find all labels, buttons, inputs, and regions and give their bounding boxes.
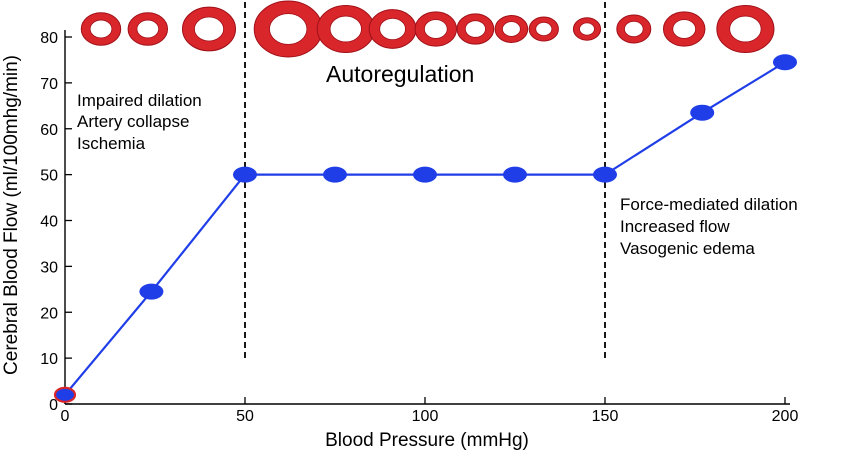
data-point	[323, 166, 347, 183]
data-point	[413, 166, 437, 183]
vessel-lumen	[464, 20, 486, 38]
right-annotation: Force-mediated dilation Increased flow V…	[620, 195, 798, 258]
vessel-lumen	[729, 15, 762, 43]
data-point	[139, 283, 164, 300]
vessel-lumen	[672, 19, 697, 39]
y-tick-label: 30	[40, 259, 58, 276]
data-point	[53, 386, 77, 403]
y-tick-label: 0	[49, 397, 58, 414]
y-tick-label: 50	[40, 168, 58, 185]
data-series	[53, 54, 797, 403]
left-annotation-line: Ischemia	[77, 134, 146, 153]
vessel-lumen	[502, 21, 521, 37]
vessel-lumen	[535, 21, 553, 37]
vessel-lumen	[269, 13, 308, 45]
vessel-lumen	[624, 20, 644, 38]
right-annotation-line: Increased flow	[620, 217, 730, 236]
x-tick-label: 50	[236, 408, 254, 425]
right-annotation-line: Vasogenic edema	[620, 239, 755, 258]
vessel-lumen	[136, 19, 160, 39]
vessel-lumen	[379, 17, 406, 41]
vessel-lumen	[579, 22, 595, 36]
y-tick-label: 20	[40, 305, 58, 322]
region-title: Autoregulation	[326, 61, 474, 87]
data-point	[773, 54, 797, 71]
y-tick-label: 10	[40, 351, 58, 368]
y-tick-label: 60	[40, 122, 58, 139]
data-point	[233, 166, 257, 183]
vessel-icons	[80, 0, 775, 58]
vessel-lumen	[89, 19, 113, 39]
data-point	[593, 166, 617, 183]
right-annotation-line: Force-mediated dilation	[620, 195, 798, 214]
data-point	[503, 166, 527, 183]
ticks: 0 10 20 30 40 50 60 70 80 0 50 100 150 200	[40, 30, 798, 425]
x-tick-label: 150	[592, 408, 619, 425]
left-annotation-line: Artery collapse	[77, 112, 189, 131]
y-tick-label: 40	[40, 214, 58, 231]
y-tick-label: 80	[40, 30, 58, 47]
vessel-lumen	[423, 19, 448, 39]
y-tick-label: 70	[40, 76, 58, 93]
x-tick-label: 100	[412, 408, 439, 425]
axes	[64, 30, 790, 405]
left-annotation-line: Impaired dilation	[77, 91, 202, 110]
x-tick-label: 0	[61, 408, 70, 425]
vessel-lumen	[194, 16, 224, 42]
x-axis-title: Blood Pressure (mmHg)	[325, 430, 529, 451]
data-point	[690, 104, 715, 121]
x-tick-label: 200	[772, 408, 799, 425]
left-annotation: Impaired dilation Artery collapse Ischem…	[77, 91, 202, 153]
y-axis-title: Cerebral Blood Flow (ml/100mhg/min)	[1, 55, 22, 375]
vessel-lumen	[329, 15, 362, 43]
